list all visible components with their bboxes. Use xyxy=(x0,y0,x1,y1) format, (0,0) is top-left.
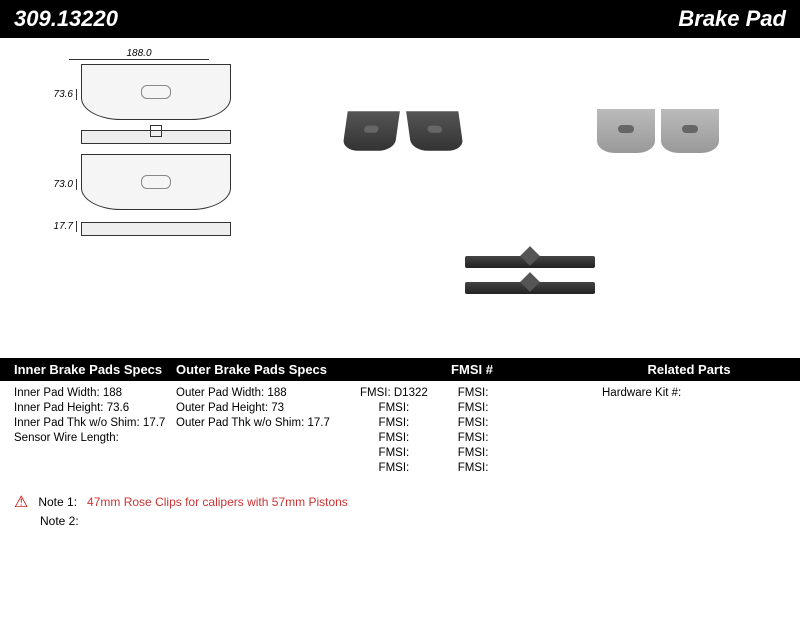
fmsi-label: FMSI: xyxy=(458,462,489,474)
main-content: 188.0 73.6 73.0 17.7 xyxy=(0,38,800,358)
fmsi-label: FMSI: xyxy=(458,447,489,459)
header-bar: 309.13220 Brake Pad xyxy=(0,0,800,38)
outer-specs-column: Outer Pad Width: 188 Outer Pad Height: 7… xyxy=(176,387,352,474)
note1-text: 47mm Rose Clips for calipers with 57mm P… xyxy=(87,495,348,509)
dimension-height-lower: 73.0 xyxy=(47,179,77,190)
inner-width-label: Inner Pad Width: xyxy=(14,387,100,399)
technical-diagram: 188.0 73.6 73.0 17.7 xyxy=(14,48,264,358)
fmsi-label: FMSI: xyxy=(379,432,410,444)
inner-thk-label: Inner Pad Thk w/o Shim: xyxy=(14,417,140,429)
header-fmsi: FMSI # xyxy=(352,362,592,377)
inner-thk-val: 17.7 xyxy=(143,417,165,429)
specs-header-row: Inner Brake Pads Specs Outer Brake Pads … xyxy=(0,358,800,381)
fmsi-label: FMSI: xyxy=(458,402,489,414)
inner-specs-column: Inner Pad Width: 188 Inner Pad Height: 7… xyxy=(0,387,176,474)
pad-outline-upper xyxy=(81,64,231,120)
pad-top-view-1 xyxy=(81,130,231,144)
specs-body: Inner Pad Width: 188 Inner Pad Height: 7… xyxy=(0,381,800,474)
fmsi-val-0: D1322 xyxy=(394,387,428,399)
fmsi-label: FMSI: xyxy=(458,432,489,444)
pad-side-view xyxy=(81,222,231,236)
fmsi-column: FMSI: D1322 FMSI: FMSI: FMSI: FMSI: FMSI… xyxy=(352,387,592,474)
dimension-thickness: 17.7 xyxy=(47,221,77,232)
part-number: 309.13220 xyxy=(14,6,118,32)
outer-height-val: 73 xyxy=(271,402,284,414)
product-photos xyxy=(274,48,786,358)
sensor-label: Sensor Wire Length: xyxy=(14,432,119,444)
fmsi-label: FMSI: xyxy=(379,402,410,414)
header-inner-specs: Inner Brake Pads Specs xyxy=(0,362,176,377)
warning-icon: ⚠ xyxy=(14,492,28,512)
fmsi-label: FMSI: xyxy=(458,417,489,429)
hardware-kit-label: Hardware Kit #: xyxy=(602,387,681,399)
pad-edge-1 xyxy=(465,256,595,268)
photo-angled-dark xyxy=(284,68,521,194)
fmsi-label: FMSI: xyxy=(360,387,391,399)
outer-thk-label: Outer Pad Thk w/o Shim: xyxy=(176,417,304,429)
dimension-width: 188.0 xyxy=(69,48,209,60)
dimension-height-upper: 73.6 xyxy=(47,89,77,100)
header-related: Related Parts xyxy=(592,362,800,377)
outer-width-val: 188 xyxy=(267,387,286,399)
note1-label: Note 1: xyxy=(38,495,77,509)
fmsi-label: FMSI: xyxy=(379,447,410,459)
outer-thk-val: 17.7 xyxy=(307,417,329,429)
fmsi-label: FMSI: xyxy=(379,462,410,474)
header-outer-specs: Outer Brake Pads Specs xyxy=(176,362,352,377)
related-parts-column: Hardware Kit #: xyxy=(592,387,800,474)
fmsi-label: FMSI: xyxy=(379,417,410,429)
notes-section: ⚠ Note 1: 47mm Rose Clips for calipers w… xyxy=(0,474,800,528)
pad-edge-2 xyxy=(465,282,595,294)
outer-height-label: Outer Pad Height: xyxy=(176,402,268,414)
inner-height-val: 73.6 xyxy=(107,402,129,414)
fmsi-label: FMSI: xyxy=(458,387,489,399)
pad-outline-lower xyxy=(81,154,231,210)
inner-height-label: Inner Pad Height: xyxy=(14,402,104,414)
photo-edge-views xyxy=(284,212,776,338)
note2-label: Note 2: xyxy=(40,514,79,528)
photo-front-pair xyxy=(539,68,776,194)
outer-width-label: Outer Pad Width: xyxy=(176,387,264,399)
inner-width-val: 188 xyxy=(103,387,122,399)
product-type: Brake Pad xyxy=(678,6,786,32)
